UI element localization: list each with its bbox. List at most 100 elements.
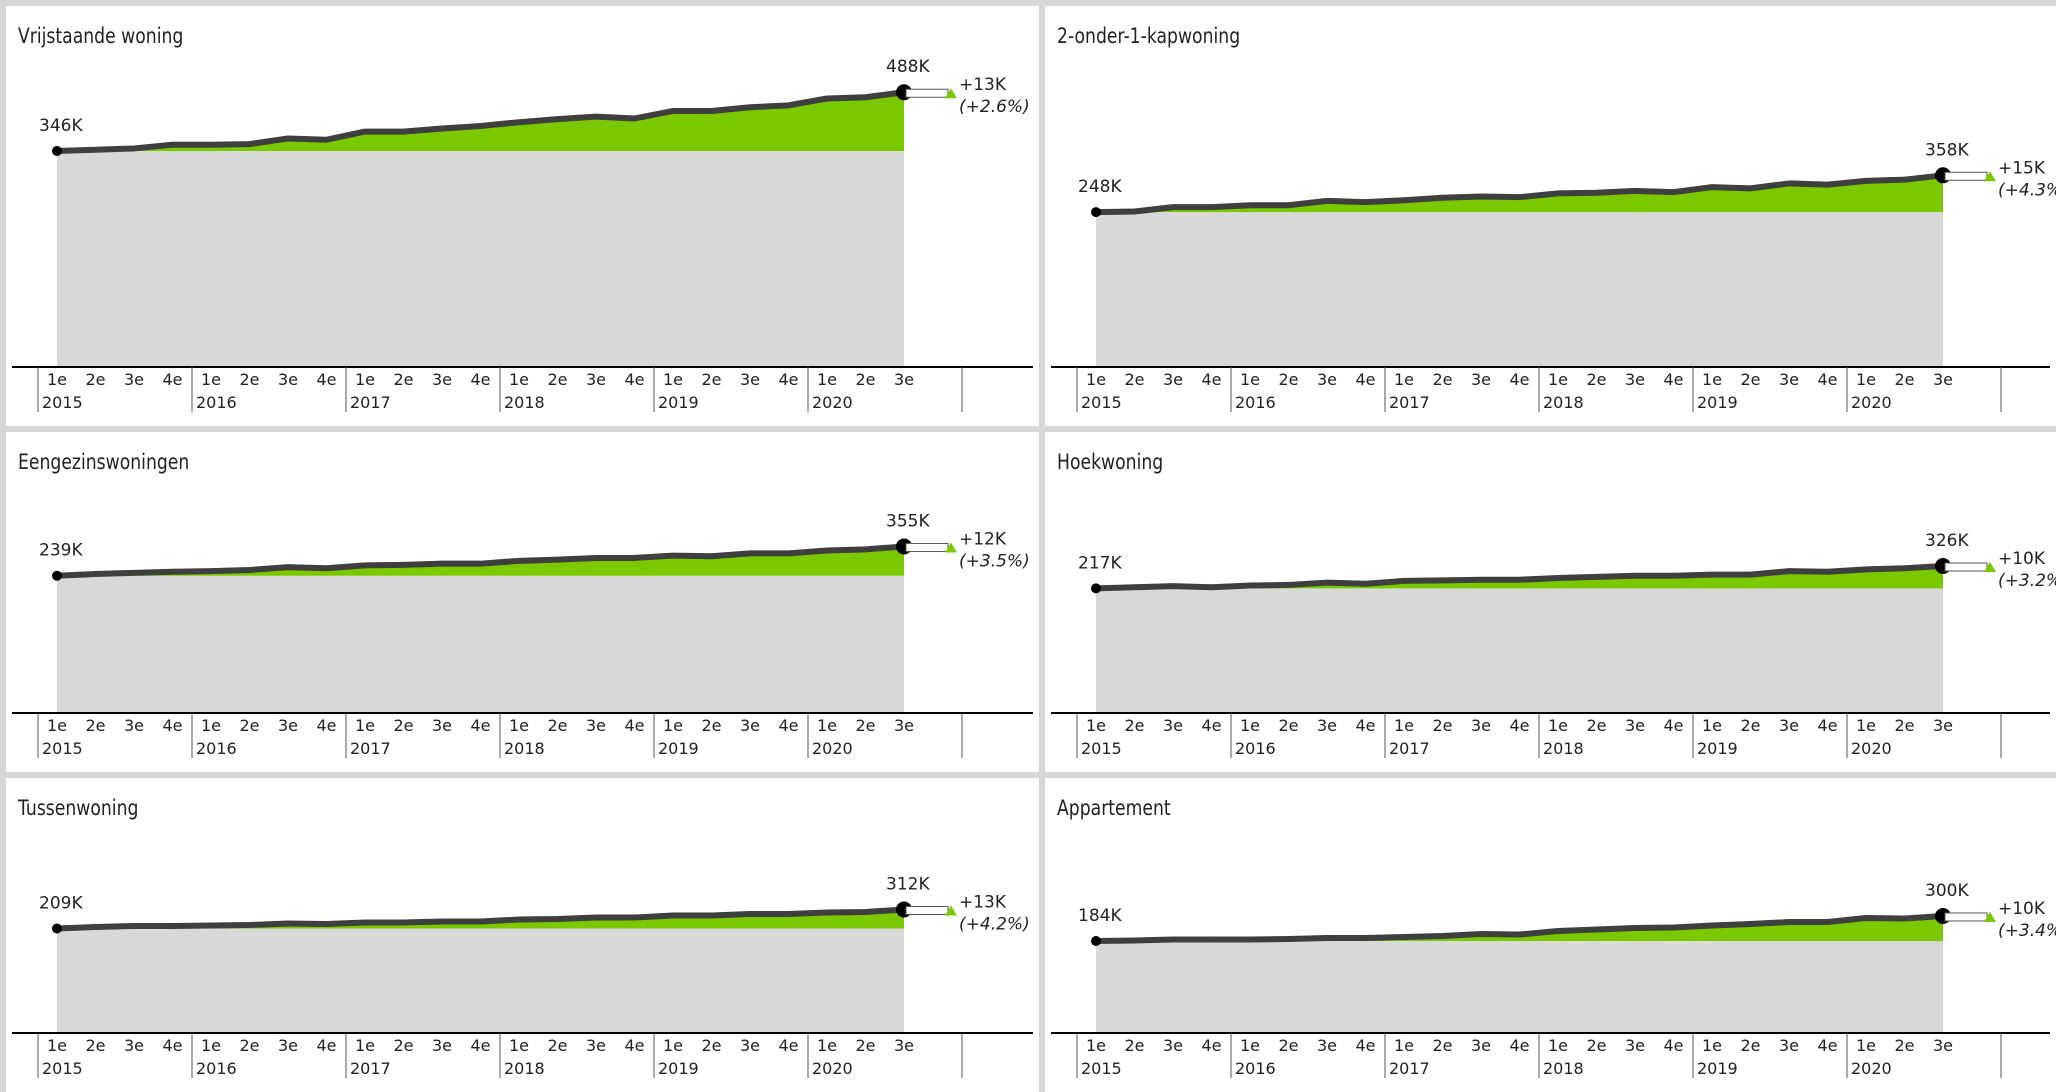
quarter-tick-label: 4e	[1817, 716, 1837, 735]
data-point	[1325, 199, 1329, 203]
year-tick-label: 2017	[1389, 393, 1430, 412]
quarter-tick-label: 1e	[1856, 1036, 1876, 1055]
data-point	[1325, 581, 1329, 585]
quarter-tick-label: 4e	[470, 1036, 490, 1055]
quarter-tick-label: 3e	[740, 370, 760, 389]
chart-svg: 239K 355K +12K(+3.5%) 1e 2e 3e 4e 1e 2e 3e 4e 1e 2e 3…	[12, 511, 1033, 758]
change-percent-label: (+4.2%)	[959, 915, 1030, 935]
data-point	[209, 924, 213, 927]
quarter-tick-label: 1e	[509, 716, 529, 735]
quarter-tick-label: 1e	[1548, 716, 1568, 735]
gain-area	[1096, 565, 1943, 589]
change-bar	[1944, 171, 1988, 181]
data-point	[286, 922, 290, 925]
year-tick-label: 2020	[812, 1059, 853, 1078]
data-point	[825, 911, 829, 914]
quarter-tick-label: 2e	[85, 370, 105, 389]
data-point	[1710, 924, 1714, 927]
change-label: +15K	[1998, 158, 2046, 178]
data-point	[1903, 566, 1906, 570]
data-point	[402, 563, 405, 567]
quarter-tick-label: 1e	[47, 716, 67, 735]
data-point	[1826, 920, 1829, 924]
quarter-tick-label: 1e	[817, 1036, 837, 1055]
up-triangle-icon	[945, 905, 957, 916]
quarter-tick-label: 3e	[1779, 1036, 1799, 1055]
chart-svg: 346K 488K +13K(+2.6%) 1e 2e 3e 4e 1e 2e 3e 4e 1e 2e 3…	[12, 57, 1033, 412]
quarter-tick-label: 4e	[1355, 716, 1375, 735]
data-point	[402, 130, 405, 134]
quarter-tick-label: 3e	[1779, 370, 1799, 389]
quarter-tick-label: 4e	[1663, 370, 1683, 389]
quarter-tick-label: 4e	[624, 1036, 644, 1055]
data-point	[1749, 573, 1752, 577]
data-point	[864, 95, 867, 99]
data-point	[479, 920, 482, 923]
start-dot	[1091, 207, 1101, 218]
change-label: +13K	[959, 893, 1007, 913]
data-point	[864, 910, 867, 914]
quarter-tick-label: 4e	[162, 370, 182, 389]
year-tick-label: 2020	[812, 393, 853, 412]
data-point	[1402, 198, 1406, 202]
quarter-tick-label: 2e	[1432, 1036, 1452, 1055]
year-tick-label: 2015	[42, 393, 83, 412]
quarter-tick-label: 1e	[1394, 1036, 1414, 1055]
data-point	[1441, 196, 1444, 200]
data-point	[1171, 584, 1175, 588]
data-point	[1133, 939, 1136, 942]
quarter-tick-label: 2e	[1894, 716, 1914, 735]
data-point	[1903, 917, 1906, 920]
first-value-label: 217K	[1078, 553, 1122, 573]
quarter-tick-label: 1e	[1394, 370, 1414, 389]
data-point	[1210, 585, 1213, 589]
last-value-label: 326K	[1925, 531, 1969, 551]
quarter-tick-label: 4e	[316, 716, 336, 735]
data-point	[1710, 185, 1714, 189]
last-value-label: 358K	[1925, 140, 1969, 160]
change-percent-label: (+4.3%)	[1998, 180, 2056, 200]
chart-panel-5: Tussenwoning 209K 312K +13K (+4.2%) 1e 2e 3e 4e 1…	[6, 778, 1039, 1092]
data-point	[787, 912, 790, 916]
data-point	[1210, 938, 1213, 941]
data-point	[132, 571, 136, 575]
quarter-tick-label: 4e	[162, 1036, 182, 1055]
data-point	[1133, 585, 1136, 589]
quarter-tick-label: 4e	[778, 716, 798, 735]
data-point	[1633, 574, 1637, 578]
quarter-tick-label: 2e	[1124, 716, 1144, 735]
data-point	[286, 136, 290, 140]
quarter-tick-label: 1e	[1702, 370, 1722, 389]
data-point	[633, 556, 636, 560]
quarter-tick-label: 3e	[1471, 370, 1491, 389]
quarter-tick-label: 1e	[1394, 716, 1414, 735]
quarter-tick-label: 3e	[1163, 1036, 1183, 1055]
quarter-tick-label: 2e	[1586, 1036, 1606, 1055]
gain-area	[57, 546, 904, 576]
data-point	[1749, 186, 1752, 190]
quarter-tick-label: 3e	[894, 1036, 914, 1055]
quarter-tick-label: 1e	[1702, 716, 1722, 735]
quarter-tick-label: 3e	[1163, 716, 1183, 735]
chart-title: Hoekwoning	[1057, 450, 1164, 474]
quarter-tick-label: 4e	[1509, 716, 1529, 735]
data-point	[1364, 200, 1367, 204]
year-tick-label: 2016	[196, 1059, 237, 1078]
quarter-tick-label: 1e	[509, 370, 529, 389]
data-point	[1787, 920, 1791, 924]
data-point	[517, 918, 521, 921]
data-point	[1633, 189, 1637, 193]
quarter-tick-label: 1e	[1240, 370, 1260, 389]
quarter-tick-label: 1e	[663, 1036, 683, 1055]
data-point	[363, 130, 367, 134]
quarter-tick-label: 1e	[355, 370, 375, 389]
chart-title: 2-onder-1-kapwoning	[1057, 24, 1241, 48]
change-bar	[1944, 912, 1988, 922]
data-point	[1402, 935, 1406, 939]
year-tick-label: 2019	[658, 1059, 699, 1078]
data-point	[1364, 582, 1367, 586]
quarter-tick-label: 1e	[201, 370, 221, 389]
quarter-tick-label: 3e	[586, 370, 606, 389]
year-tick-label: 2015	[42, 1059, 83, 1078]
quarter-tick-label: 3e	[894, 716, 914, 735]
